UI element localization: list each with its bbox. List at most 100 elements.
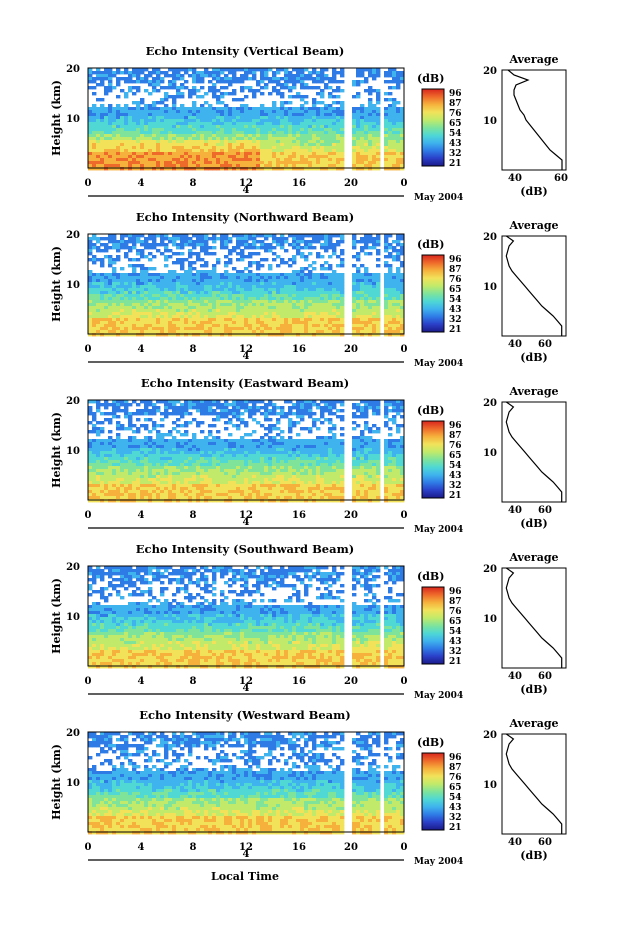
heatmap-cell [392, 406, 397, 410]
heatmap-cell [288, 324, 293, 328]
heatmap-cell [352, 415, 357, 419]
heatmap-cell [140, 288, 145, 292]
heatmap-cell [116, 330, 121, 334]
heatmap-cell [264, 273, 269, 277]
heatmap-cell [396, 424, 401, 428]
heatmap-cell [276, 131, 281, 135]
heatmap-cell [296, 409, 301, 413]
heatmap-cell [260, 137, 265, 141]
heatmap-cell [320, 276, 325, 280]
heatmap-cell [236, 415, 241, 419]
heatmap-cell [332, 285, 337, 289]
heatmap-cell [320, 128, 325, 132]
heatmap-cell [200, 442, 205, 446]
heatmap-cell [300, 300, 305, 304]
heatmap-cell [240, 74, 245, 78]
heatmap-cell [116, 167, 121, 171]
date-tick-label: 4 [243, 185, 250, 196]
heatmap-cell [240, 255, 245, 259]
heatmap-cell [132, 101, 137, 105]
heatmap-cell [392, 282, 397, 286]
heatmap-cell [228, 149, 233, 153]
heatmap-cell [300, 146, 305, 150]
heatmap-cell [100, 412, 105, 416]
heatmap-cell [308, 116, 313, 120]
heatmap-cell [196, 77, 201, 81]
heatmap-cell [180, 267, 185, 271]
heatmap-cell [340, 128, 345, 132]
heatmap-cell [212, 107, 217, 111]
heatmap-cell [372, 128, 377, 132]
heatmap-cell [240, 143, 245, 147]
heatmap-cell [364, 246, 369, 250]
heatmap-cell [208, 134, 213, 138]
heatmap-cell [336, 243, 341, 247]
heatmap-cell [240, 146, 245, 150]
heatmap-cell [116, 104, 121, 108]
heatmap-cell [264, 125, 269, 129]
heatmap-cell [256, 306, 261, 310]
heatmap-cell [180, 158, 185, 162]
heatmap-cell [300, 131, 305, 135]
heatmap-cell [376, 297, 381, 301]
heatmap-cell [212, 321, 217, 325]
heatmap-cell [272, 125, 277, 129]
heatmap-cell [252, 430, 257, 434]
heatmap-cell [304, 68, 309, 72]
heatmap-cell [280, 285, 285, 289]
heatmap-cell [384, 164, 389, 168]
heatmap-cell [356, 92, 361, 96]
heatmap-cell [340, 321, 345, 325]
heatmap-cell [96, 237, 101, 241]
heatmap-cell [144, 318, 149, 322]
heatmap-cell [272, 89, 277, 93]
heatmap-cell [272, 321, 277, 325]
heatmap-cell [152, 113, 157, 117]
heatmap-cell [200, 71, 205, 75]
heatmap-cell [372, 104, 377, 108]
heatmap-cell [232, 98, 237, 102]
heatmap-cell [160, 318, 165, 322]
heatmap-cell [284, 161, 289, 165]
heatmap-cell [140, 294, 145, 298]
heatmap-cell [304, 297, 309, 301]
heatmap-cell [396, 131, 401, 135]
heatmap-cell [244, 155, 249, 159]
heatmap-cell [300, 143, 305, 147]
heatmap-cell [128, 246, 133, 250]
heatmap-cell [200, 321, 205, 325]
heatmap-cell [124, 149, 129, 153]
heatmap-cell [112, 321, 117, 325]
heatmap-cell [304, 282, 309, 286]
heatmap-cell [144, 333, 149, 337]
heatmap-cell [120, 333, 125, 337]
heatmap-cell [116, 110, 121, 114]
heatmap-cell [332, 318, 337, 322]
heatmap-cell [224, 288, 229, 292]
heatmap-cell [236, 300, 241, 304]
heatmap-cell [336, 312, 341, 316]
heatmap-cell [168, 303, 173, 307]
heatmap-cell [360, 137, 365, 141]
heatmap-cell [128, 279, 133, 283]
heatmap-cell [264, 306, 269, 310]
heatmap-cell [292, 110, 297, 114]
heatmap-cell [272, 234, 277, 238]
heatmap-cell [196, 297, 201, 301]
heatmap-cell [108, 306, 113, 310]
heatmap-cell [136, 249, 141, 253]
heatmap-cell [224, 306, 229, 310]
heatmap-cell [208, 71, 213, 75]
heatmap-cell [116, 409, 121, 413]
heatmap-cell [164, 234, 169, 238]
heatmap-cell [96, 442, 101, 446]
heatmap-cell [92, 113, 97, 117]
heatmap-cell [204, 318, 209, 322]
heatmap-cell [220, 107, 225, 111]
heatmap-cell [100, 152, 105, 156]
heatmap-cell [140, 264, 145, 268]
heatmap-cell [224, 312, 229, 316]
heatmap-cell [372, 158, 377, 162]
heatmap-cell [252, 131, 257, 135]
heatmap-cell [320, 409, 325, 413]
